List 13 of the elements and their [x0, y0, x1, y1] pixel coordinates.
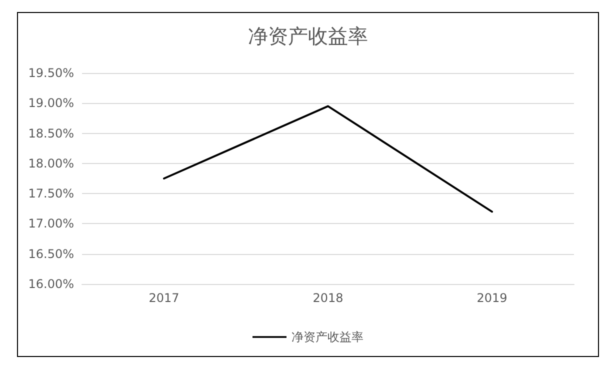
- y-tick-label: 18.50%: [28, 126, 74, 140]
- x-tick-label: 2018: [312, 291, 344, 305]
- y-tick-label: 17.00%: [28, 216, 74, 231]
- chart-title: 净资产收益率: [248, 24, 368, 48]
- x-tick-label: 2017: [148, 291, 180, 305]
- y-tick-label: 16.50%: [28, 246, 74, 261]
- y-tick-label: 16.00%: [28, 277, 74, 291]
- y-tick-label: 18.00%: [28, 156, 74, 170]
- y-tick-label: 17.50%: [28, 186, 74, 201]
- y-tick-label: 19.50%: [28, 66, 74, 80]
- legend-label: 净资产收益率: [292, 330, 364, 344]
- y-tick-label: 19.00%: [28, 96, 74, 110]
- x-tick-label: 2019: [476, 291, 508, 305]
